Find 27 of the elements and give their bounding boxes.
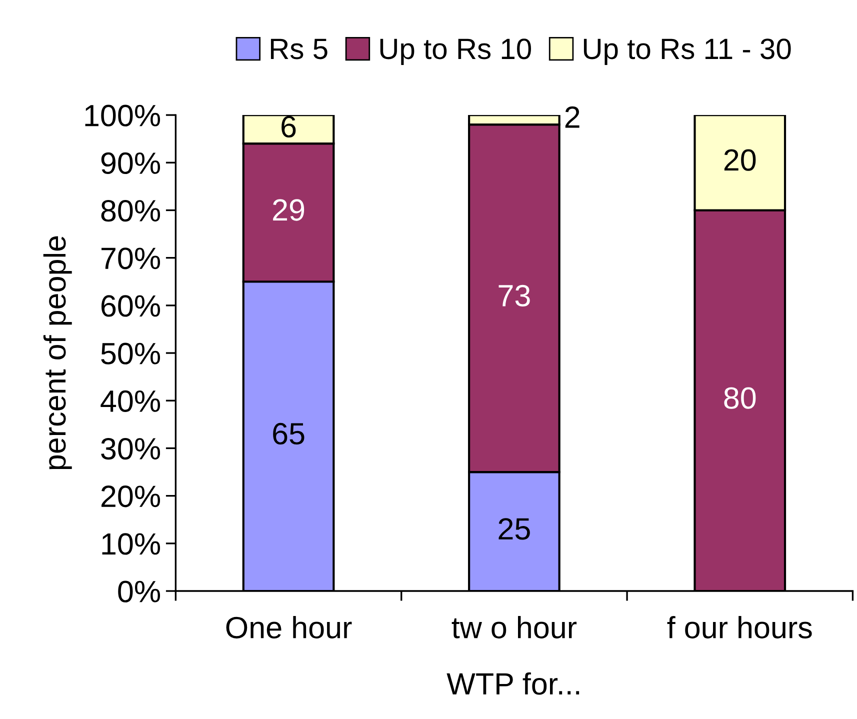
x-tick-label: f our hours: [667, 616, 812, 638]
data-label: 29: [273, 199, 304, 221]
y-tick-label: 30%: [101, 438, 160, 460]
y-axis-title: percent of people: [43, 236, 72, 470]
x-tick-label: tw o hour: [452, 616, 577, 638]
y-tick-label: 80%: [101, 200, 160, 222]
data-label: 25: [498, 518, 530, 540]
y-tick-label: 0%: [118, 580, 160, 602]
y-tick-label: 70%: [102, 248, 160, 270]
legend-label: Up to Rs 10: [380, 38, 531, 65]
x-tick-label: One hour: [226, 616, 352, 638]
y-tick-label: 10%: [102, 533, 160, 555]
data-label: 2: [565, 106, 580, 128]
data-label: 80: [724, 387, 756, 409]
x-axis-title: WTP for...: [446, 672, 580, 695]
y-tick-label: 60%: [102, 295, 160, 317]
y-tick-label: 50%: [101, 342, 160, 364]
data-label: 73: [498, 284, 530, 306]
y-tick-label: 90%: [101, 152, 160, 174]
y-tick-label: 20%: [101, 486, 160, 508]
data-label: 6: [282, 116, 296, 138]
y-tick-label: 40%: [100, 390, 160, 412]
legend-label: Rs 5: [270, 38, 328, 60]
data-label: 20: [724, 149, 756, 171]
data-label: 65: [273, 422, 304, 445]
legend-label: Up to Rs 11 - 30: [584, 38, 791, 65]
y-tick-label: 100%: [85, 104, 160, 126]
